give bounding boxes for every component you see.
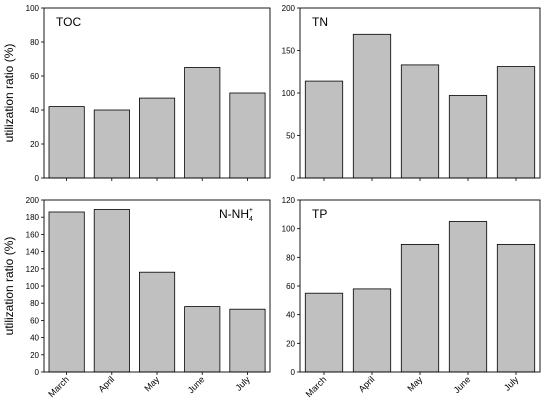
y-tick-label-toc-40: 40 <box>30 106 39 115</box>
y-tick-label-tp-100: 100 <box>282 225 296 234</box>
x-tick-label-tp-july: July <box>502 374 521 393</box>
y-axis-label-top: utilization ratio (%) <box>2 44 16 143</box>
panel-tn: TN <box>312 15 328 29</box>
y-tick-label-tn-0: 0 <box>291 174 296 183</box>
y-tick-label-tp-80: 80 <box>286 253 295 262</box>
y-tick-label-toc-0: 0 <box>35 174 40 183</box>
bar-n-nh4-april <box>93 209 130 373</box>
bar-tn-june <box>448 95 488 179</box>
y-tick-label-toc-20: 20 <box>30 140 39 149</box>
bar-tp-june <box>448 221 488 373</box>
bar-n-nh4-july <box>229 308 266 373</box>
x-tick-label-tp-april: April <box>357 374 377 394</box>
y-tick-label-n-nh4-20: 20 <box>30 351 39 360</box>
x-tick-label-tp-may: May <box>405 374 424 393</box>
bar-n-nh4-march <box>48 211 85 373</box>
y-tick-label-toc-60: 60 <box>30 72 39 81</box>
bar-tp-march <box>304 292 344 373</box>
y-tick-label-n-nh4-40: 40 <box>30 334 39 343</box>
y-tick-label-toc-80: 80 <box>30 38 39 47</box>
x-tick-label-n-nh4-april: April <box>96 374 116 394</box>
bar-tp-july <box>496 243 536 373</box>
y-tick-label-n-nh4-160: 160 <box>26 230 40 239</box>
y-tick-label-n-nh4-180: 180 <box>26 213 40 222</box>
panel-label-toc: TOC <box>56 15 81 29</box>
x-tick-label-n-nh4-june: June <box>186 374 207 395</box>
x-tick-label-n-nh4-march: March <box>46 374 71 399</box>
y-tick-label-n-nh4-60: 60 <box>30 316 39 325</box>
y-tick-label-n-nh4-120: 120 <box>26 265 40 274</box>
bar-tn-march <box>304 80 344 179</box>
x-tick-label-n-nh4-july: July <box>233 374 252 393</box>
panel-label-n-nh4: N-NH4+ <box>219 207 253 223</box>
bar-toc-march <box>48 106 85 179</box>
panel-label-tn: TN <box>312 15 328 29</box>
bar-toc-may <box>138 97 176 179</box>
panel-tp: TP <box>312 207 327 221</box>
bar-tp-april <box>352 288 392 373</box>
y-tick-label-n-nh4-100: 100 <box>26 282 40 291</box>
plot-frame-toc <box>43 7 271 179</box>
y-tick-label-tp-0: 0 <box>291 368 296 377</box>
y-tick-label-toc-100: 100 <box>26 4 40 13</box>
y-tick-label-tp-40: 40 <box>286 311 295 320</box>
bar-n-nh4-may <box>138 271 176 373</box>
bar-tn-may <box>400 64 440 179</box>
y-tick-label-tn-50: 50 <box>286 132 295 141</box>
bar-tn-july <box>496 66 536 179</box>
x-tick-label-n-nh4-may: May <box>142 374 161 393</box>
panel-n-nh4: N-NH4+ <box>219 207 253 223</box>
y-tick-label-n-nh4-0: 0 <box>35 368 40 377</box>
y-tick-label-tp-60: 60 <box>286 282 295 291</box>
bar-toc-july <box>229 92 266 179</box>
bar-tp-may <box>400 243 440 373</box>
x-tick-label-tp-june: June <box>452 374 473 395</box>
bar-tn-april <box>352 33 392 179</box>
bar-n-nh4-june <box>184 306 221 373</box>
y-tick-label-tn-200: 200 <box>282 4 296 13</box>
bar-toc-june <box>184 67 221 179</box>
bar-toc-april <box>93 109 130 179</box>
x-tick-label-tp-march: March <box>304 374 329 399</box>
panel-label-tp: TP <box>312 207 327 221</box>
y-tick-label-tn-150: 150 <box>282 47 296 56</box>
y-axis-label-bottom: utilization ratio (%) <box>2 237 16 336</box>
y-tick-label-n-nh4-80: 80 <box>30 299 39 308</box>
y-tick-label-n-nh4-140: 140 <box>26 248 40 257</box>
y-tick-label-tp-20: 20 <box>286 339 295 348</box>
y-tick-label-tp-120: 120 <box>282 196 296 205</box>
panel-toc: TOC <box>56 15 81 29</box>
y-tick-label-n-nh4-200: 200 <box>26 196 40 205</box>
y-tick-label-tn-100: 100 <box>282 89 296 98</box>
